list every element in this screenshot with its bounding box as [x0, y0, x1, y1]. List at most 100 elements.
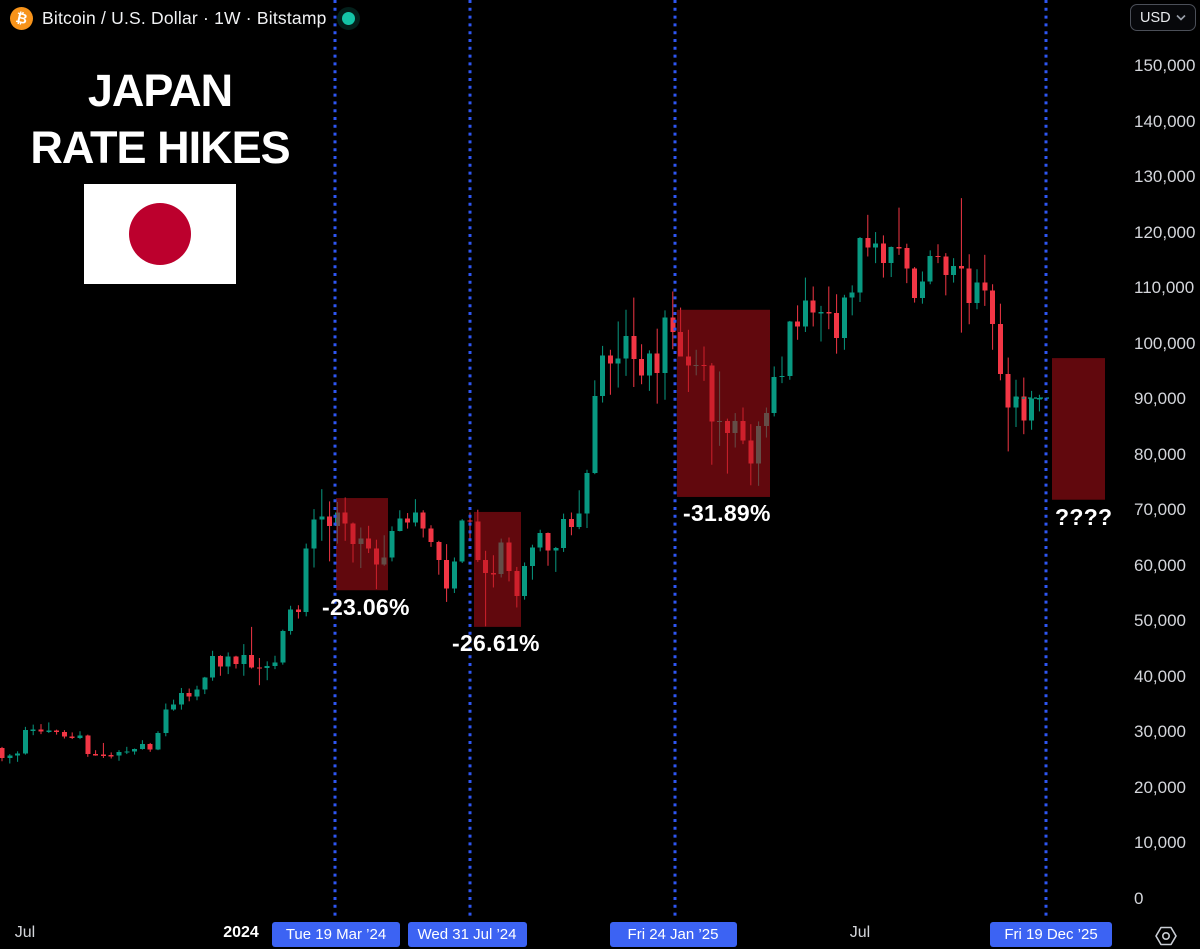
candle-body — [85, 735, 91, 755]
candle-body — [444, 560, 450, 589]
price-tick-label: 30,000 — [1134, 722, 1186, 742]
candle-body — [896, 247, 902, 249]
candle-body — [202, 677, 208, 690]
price-tick-label: 80,000 — [1134, 444, 1186, 464]
drawdown-box-2[interactable] — [474, 511, 521, 627]
candle-body — [857, 238, 863, 293]
price-tick-label: 60,000 — [1134, 555, 1186, 575]
candle-body — [561, 519, 567, 549]
candle-body — [880, 243, 886, 264]
bitcoin-icon: ₿ — [10, 6, 33, 30]
candle-body — [966, 268, 972, 304]
event-date-tag-2[interactable]: Wed 31 Jul ’24 — [407, 922, 527, 947]
candle-body — [217, 655, 223, 667]
candle-body — [54, 730, 60, 733]
drawdown-label-2[interactable]: -26.61% — [452, 630, 540, 656]
candle-body — [311, 519, 317, 549]
price-tick-label: 90,000 — [1134, 389, 1186, 409]
symbol-header[interactable]: ₿ Bitcoin / U.S. Dollar · 1W · Bitstamp — [10, 5, 355, 31]
price-tick-label: 70,000 — [1134, 500, 1186, 520]
candle-body — [919, 281, 925, 299]
time-tick-label: Jul — [849, 924, 871, 941]
price-tick-label: 50,000 — [1134, 611, 1186, 631]
candle-body — [124, 751, 130, 753]
candle-body — [420, 512, 426, 529]
candle-body — [802, 300, 808, 327]
candle-body — [576, 513, 582, 527]
candle-body — [600, 355, 606, 396]
event-date-tag-3[interactable]: Fri 24 Jan ’25 — [609, 922, 737, 947]
drawdown-label-1[interactable]: -23.06% — [322, 594, 410, 620]
candle-body — [615, 358, 621, 364]
time-axis[interactable]: Jul 2024 Jul Tue 19 Mar ’24 Wed 31 Jul ’24 Fr… — [0, 915, 1200, 949]
price-tick-label: 20,000 — [1134, 777, 1186, 797]
candle-body — [38, 729, 44, 732]
candle-body — [646, 353, 652, 376]
candle-body — [241, 655, 247, 665]
candle-body — [904, 248, 910, 269]
price-tick-label: 140,000 — [1134, 111, 1196, 131]
candle-body — [22, 730, 28, 754]
overlay-title-line2: RATE HIKES — [30, 122, 290, 173]
candle-body — [288, 609, 294, 631]
candle-body — [1036, 398, 1042, 400]
candle-body — [553, 548, 559, 551]
candle-body — [935, 255, 941, 258]
event-date-tag-1[interactable]: Tue 19 Mar ’24 — [272, 922, 400, 947]
price-tick-label: 150,000 — [1134, 56, 1196, 75]
candle-body — [389, 530, 395, 558]
price-axis[interactable]: 150,000 140,000 130,000 120,000 110,000 100,0… — [1110, 0, 1200, 915]
overlay-title-line1: JAPAN — [87, 65, 233, 116]
drawdown-box-1[interactable] — [336, 498, 388, 591]
candle-body — [163, 709, 169, 733]
candle-body — [46, 730, 52, 733]
candle-body — [522, 565, 528, 596]
axis-settings-gear-icon[interactable] — [1154, 925, 1178, 947]
candle-body — [537, 533, 543, 548]
price-tick-label: 0 — [1134, 889, 1144, 908]
price-tick-label: 40,000 — [1134, 666, 1186, 686]
candle-body — [147, 744, 153, 750]
market-status-dot[interactable] — [341, 11, 355, 25]
candle-body — [787, 321, 793, 376]
candle-body — [412, 512, 418, 523]
event-date-tag-4[interactable]: Fri 19 Dec ’25 — [990, 922, 1112, 947]
candle-body — [592, 395, 598, 474]
candle-body — [927, 255, 933, 282]
candle-body — [670, 317, 676, 333]
candle-body — [327, 516, 333, 526]
drawdown-label-3[interactable]: -31.89% — [683, 500, 771, 526]
candle-body — [7, 755, 13, 758]
drawdown-box-3[interactable] — [677, 309, 770, 497]
candle-body — [249, 655, 255, 668]
candle-body — [132, 749, 138, 752]
candle-body — [607, 355, 613, 364]
candle-body — [912, 268, 918, 299]
symbol-title[interactable]: Bitcoin / U.S. Dollar · 1W · Bitstamp — [42, 7, 327, 28]
candle-body — [834, 313, 840, 339]
currency-select[interactable]: USD — [1130, 4, 1196, 31]
drawdown-label-4[interactable]: ???? — [1055, 504, 1113, 530]
candle-body — [654, 353, 660, 374]
candle-body — [849, 292, 855, 298]
candle-body — [639, 359, 645, 376]
candle-body — [568, 519, 574, 527]
candle-body — [545, 533, 551, 551]
time-tick-label: Jul — [14, 924, 36, 941]
candle-body — [771, 376, 777, 414]
candle-body — [982, 282, 988, 291]
drawdown-box-4[interactable] — [1052, 358, 1105, 500]
candle-body — [100, 754, 106, 756]
candle-body — [631, 335, 637, 360]
candle-body — [116, 751, 122, 756]
candle-body — [584, 473, 590, 514]
price-tick-label: 120,000 — [1134, 222, 1196, 242]
candle-body — [951, 265, 957, 275]
candle-body — [428, 528, 434, 542]
candle-body — [865, 238, 871, 248]
candle-body — [467, 520, 473, 522]
candle-body — [303, 548, 309, 612]
candle-body — [459, 520, 465, 562]
